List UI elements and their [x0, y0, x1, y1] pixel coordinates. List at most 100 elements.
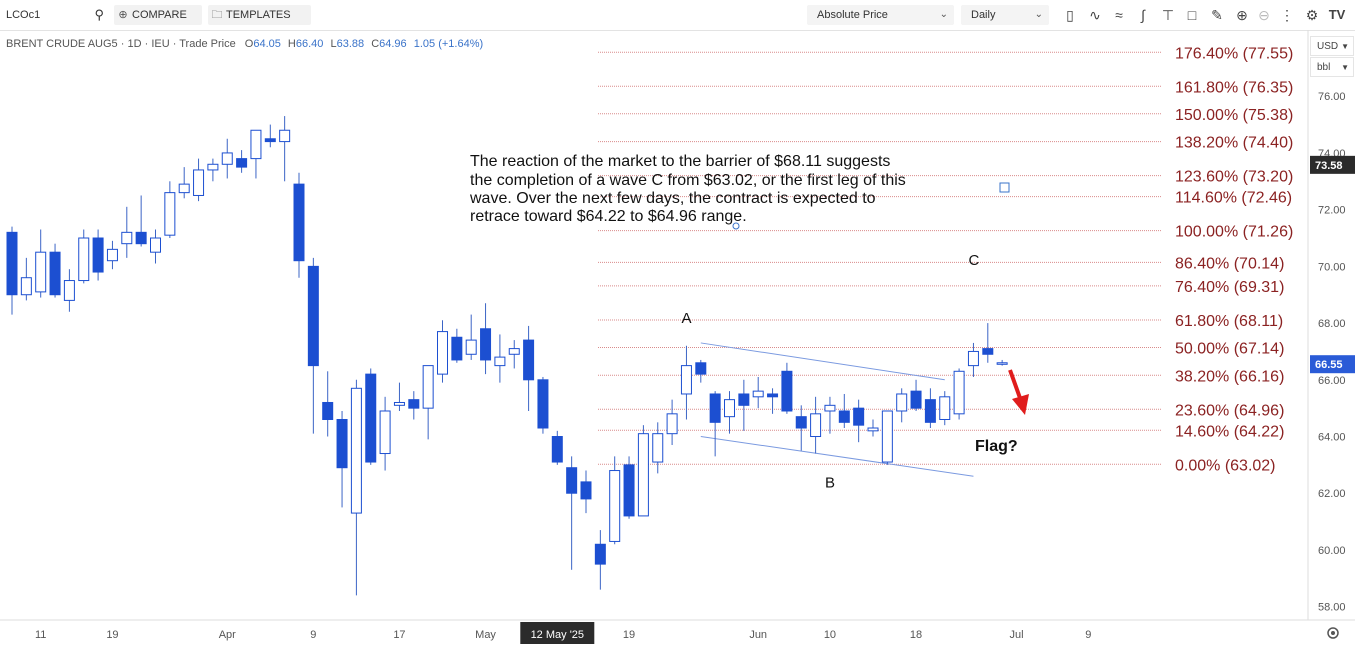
- settings-icon[interactable]: ⚙: [1305, 7, 1319, 23]
- pencil-icon[interactable]: ✎: [1211, 7, 1223, 23]
- candle-body: [623, 464, 635, 517]
- candlestick-icon[interactable]: ▯: [1066, 7, 1074, 23]
- candle-body: [609, 470, 621, 542]
- fib-level-label: 138.20% (74.40): [1175, 135, 1293, 152]
- high-value: 66.40: [295, 38, 324, 50]
- compare-button[interactable]: ⊕ COMPARE: [114, 5, 202, 25]
- candle-body: [967, 350, 979, 367]
- flag-label: Flag?: [975, 438, 1018, 455]
- wave-label: C: [968, 252, 979, 269]
- candle-body: [393, 401, 405, 406]
- chevron-down-icon: ⌄: [939, 9, 948, 20]
- tradingview-logo[interactable]: TV: [1328, 7, 1346, 22]
- time-tick-label: 11: [35, 629, 46, 641]
- candle-body: [881, 410, 893, 463]
- more-icon[interactable]: ⋮: [1280, 7, 1294, 23]
- time-tick-label: 9: [310, 629, 316, 641]
- wave-label: A: [681, 310, 691, 327]
- compare-label: COMPARE: [132, 9, 187, 22]
- settings-icon[interactable]: [1327, 627, 1339, 639]
- wave-icon[interactable]: ≈: [1115, 7, 1123, 23]
- candle-body: [92, 237, 104, 273]
- candle-body: [293, 183, 305, 262]
- templates-button[interactable]: 🗀 TEMPLATES: [208, 5, 311, 25]
- wave-labels: A B C: [681, 252, 979, 492]
- time-tick-label: Jun: [749, 629, 767, 641]
- candle-body: [652, 433, 664, 463]
- candle-body: [6, 231, 18, 296]
- close-value: 64.96: [379, 38, 407, 50]
- shapes-icon[interactable]: □: [1187, 7, 1197, 23]
- annotation-line-2: the completion of a wave C from $63.02, …: [470, 172, 906, 189]
- time-axis: 11 19 Apr 9 17 May 12 May '25 19 Jun 10 18 Jul 9: [0, 619, 1355, 644]
- currency-value: USD: [1317, 41, 1339, 52]
- wave-label: B: [825, 475, 835, 492]
- candle-body: [896, 393, 908, 412]
- fibonacci-icon[interactable]: ⊤: [1161, 7, 1175, 23]
- time-tick-label: 9: [1085, 629, 1091, 641]
- fib-level-label: 150.00% (75.38): [1175, 107, 1293, 124]
- text-box-handle[interactable]: [999, 182, 1010, 193]
- time-tick-label: 10: [824, 629, 836, 641]
- unit-select[interactable]: bbl ▼: [1310, 57, 1354, 77]
- candle-body: [78, 237, 90, 282]
- candle-body: [537, 379, 549, 429]
- candle-body: [250, 129, 262, 160]
- fib-level-label: 76.40% (69.31): [1175, 279, 1284, 296]
- fib-level-label: 176.40% (77.55): [1175, 45, 1293, 62]
- candle-body: [35, 251, 47, 293]
- time-tick-label: 18: [910, 629, 922, 641]
- currency-select[interactable]: USD ▼: [1310, 36, 1354, 56]
- candle-body: [20, 277, 32, 296]
- indicator-icon[interactable]: ∿: [1089, 7, 1101, 23]
- price-tick-label: 58.00: [1318, 602, 1346, 614]
- candle-body: [135, 231, 147, 245]
- candle-body: [508, 348, 520, 355]
- candle-body: [336, 418, 348, 469]
- symbol-input[interactable]: LCOc1: [6, 9, 41, 21]
- candle-body: [307, 265, 319, 367]
- zoom-in-icon[interactable]: ⊕: [1236, 7, 1248, 23]
- candle-body: [709, 393, 721, 423]
- price-tick-label: 64.00: [1318, 432, 1346, 444]
- candle-body: [121, 231, 133, 245]
- change-value: 1.05 (+1.64%): [413, 38, 484, 50]
- time-tick-label: 19: [106, 629, 118, 641]
- candle-body: [523, 339, 535, 381]
- channel-line: [700, 436, 974, 477]
- fib-level-label: 61.80% (68.11): [1175, 313, 1283, 330]
- folder-icon: 🗀: [211, 9, 223, 22]
- chevron-down-icon: ⌄: [1034, 9, 1043, 20]
- search-icon[interactable]: ⚲: [94, 7, 104, 22]
- text-anchor-handle[interactable]: [732, 222, 740, 230]
- symbol-search-box[interactable]: LCOc1 ⚲: [0, 5, 108, 25]
- candle-body: [924, 399, 936, 423]
- annotation-line-3: wave. Over the next few days, the contra…: [469, 190, 876, 207]
- candle-body: [996, 362, 1008, 365]
- candle-body: [193, 169, 205, 196]
- candle-body: [724, 399, 735, 418]
- candle-body: [350, 387, 362, 514]
- draw-line-icon[interactable]: ∫: [1141, 7, 1145, 23]
- candle-body: [150, 237, 161, 253]
- open-label: O: [244, 38, 254, 50]
- exchange-label: IEU: [151, 38, 170, 50]
- candle-body: [982, 348, 994, 355]
- candle-body: [551, 436, 563, 463]
- price-tick-label: 60.00: [1318, 545, 1346, 557]
- close-label: C: [371, 38, 380, 50]
- price-type-select[interactable]: Absolute Price ⌄: [807, 5, 954, 25]
- price-axis: 58.00 60.00 62.00 64.00 66.00 68.00 70.00 72.00…: [1307, 30, 1355, 620]
- time-tick-label: May: [475, 629, 496, 641]
- marker-price-badge-bg: [1310, 155, 1355, 174]
- price-tick-label: 62.00: [1318, 488, 1346, 500]
- candle-body: [207, 163, 219, 171]
- interval-select[interactable]: Daily ⌄: [961, 5, 1049, 25]
- candle-body: [365, 373, 377, 463]
- fib-level-label: 100.00% (71.26): [1175, 224, 1293, 241]
- zoom-out-icon[interactable]: ⊖: [1258, 7, 1270, 23]
- time-tick-label: 17: [393, 629, 405, 641]
- time-tick-label: 19: [623, 629, 635, 641]
- price-tick-label: 76.00: [1318, 91, 1346, 103]
